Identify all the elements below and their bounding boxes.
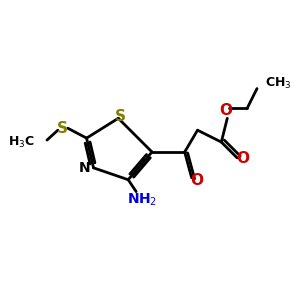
Text: S: S	[115, 109, 126, 124]
Text: O: O	[190, 173, 203, 188]
Text: NH$_2$: NH$_2$	[127, 191, 157, 208]
Text: O: O	[219, 103, 232, 118]
Text: S: S	[57, 121, 68, 136]
Text: CH$_3$: CH$_3$	[265, 76, 292, 91]
Text: N: N	[79, 161, 90, 175]
Text: O: O	[237, 152, 250, 166]
Text: H$_3$C: H$_3$C	[8, 134, 35, 150]
